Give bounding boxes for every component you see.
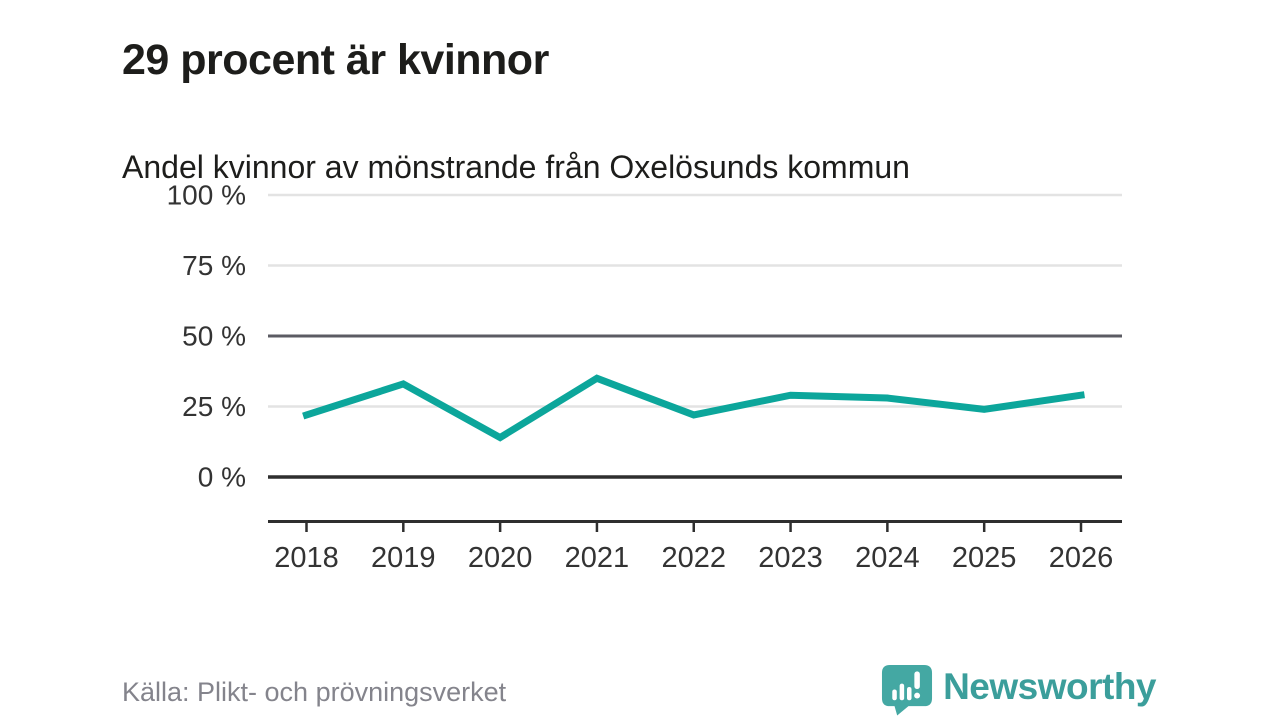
x-tick-label: 2021 (565, 542, 630, 574)
source-text: Källa: Plikt- och prövningsverket (122, 677, 507, 708)
newsworthy-logo-icon (882, 664, 933, 716)
x-tick-label: 2025 (952, 542, 1017, 574)
y-tick-label: 25 % (182, 391, 246, 422)
y-tick-label: 50 % (182, 321, 246, 352)
x-tick-label: 2022 (661, 542, 726, 574)
y-tick-label: 100 % (167, 180, 246, 211)
x-tick-label: 2019 (371, 542, 436, 574)
newsworthy-logo: Newsworthy (880, 663, 1156, 716)
x-tick-label: 2024 (855, 542, 920, 574)
x-tick-label: 2023 (758, 542, 823, 574)
y-tick-label: 0 % (198, 462, 246, 493)
x-tick-label: 2026 (1049, 542, 1114, 574)
y-tick-label: 75 % (182, 250, 246, 281)
x-tick-label: 2020 (468, 542, 533, 574)
chart-subtitle: Andel kvinnor av mönstrande från Oxelösu… (122, 148, 910, 185)
chart-title: 29 procent är kvinnor (122, 35, 549, 84)
x-tick-label: 2018 (274, 542, 339, 574)
newsworthy-logo-text: Newsworthy (943, 665, 1156, 707)
data-line (302, 374, 1085, 442)
